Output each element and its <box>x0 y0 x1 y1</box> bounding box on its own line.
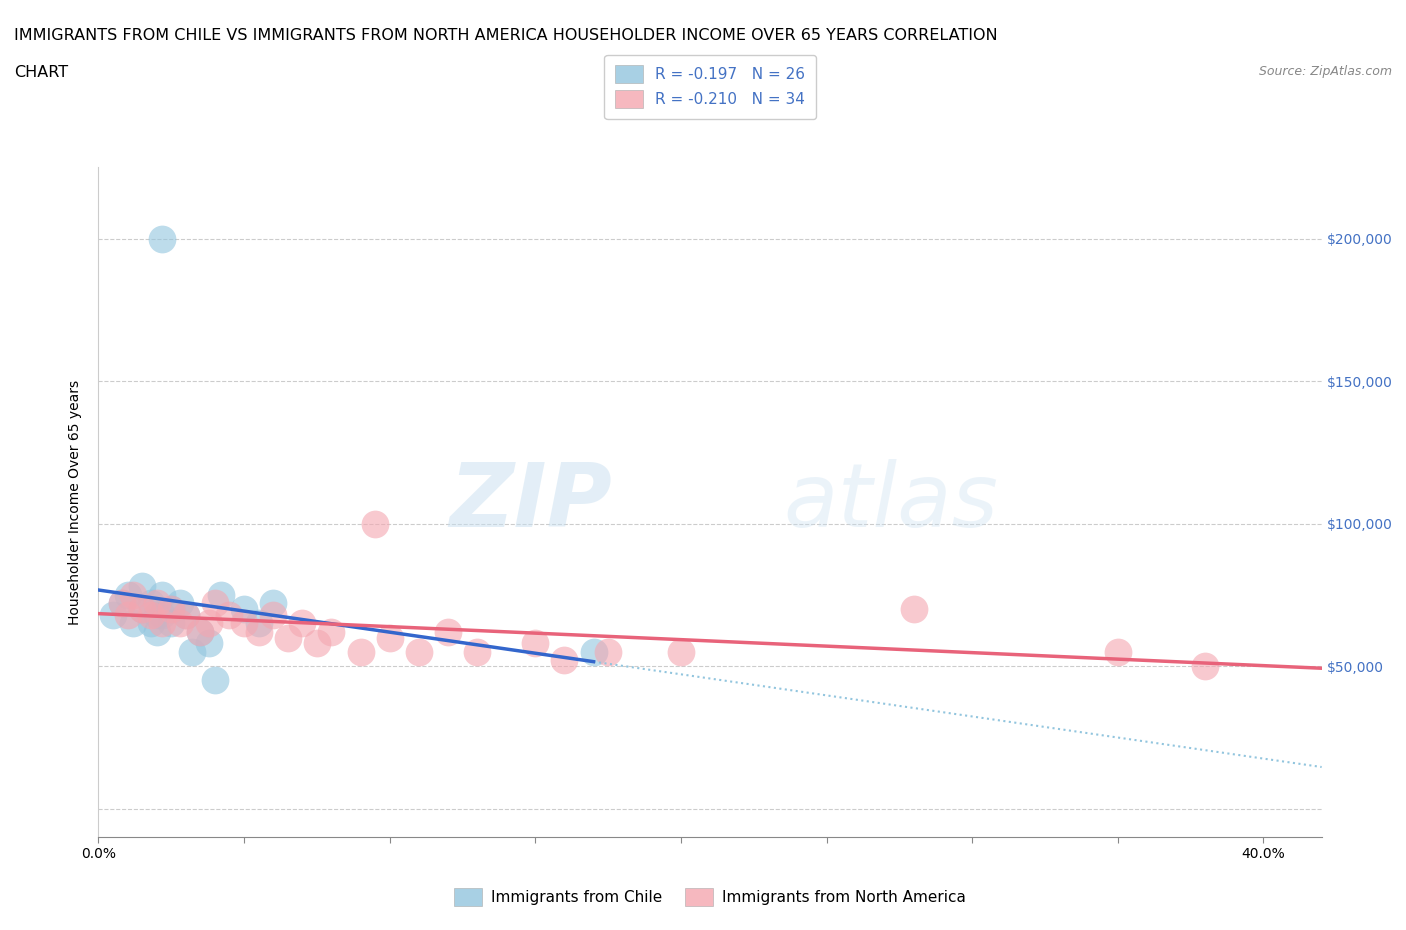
Point <box>160 602 183 617</box>
Point <box>169 596 191 611</box>
Point <box>596 644 619 659</box>
Point <box>169 616 191 631</box>
Point <box>174 607 197 622</box>
Text: CHART: CHART <box>14 65 67 80</box>
Point <box>131 602 153 617</box>
Point <box>174 607 197 622</box>
Text: Source: ZipAtlas.com: Source: ZipAtlas.com <box>1258 65 1392 78</box>
Point <box>247 616 270 631</box>
Text: ZIP: ZIP <box>450 458 612 546</box>
Point <box>198 616 221 631</box>
Point <box>188 624 212 639</box>
Point <box>262 607 284 622</box>
Point <box>111 596 134 611</box>
Point <box>160 602 183 617</box>
Point <box>152 616 174 631</box>
Point <box>233 616 256 631</box>
Point <box>465 644 488 659</box>
Point <box>349 644 371 659</box>
Point <box>582 644 605 659</box>
Point <box>145 596 167 611</box>
Point <box>139 616 162 631</box>
Point <box>145 607 167 622</box>
Point <box>117 588 139 603</box>
Point <box>233 602 256 617</box>
Point <box>152 232 174 246</box>
Point <box>152 588 174 603</box>
Point <box>524 636 547 651</box>
Point <box>204 596 226 611</box>
Point <box>204 672 226 687</box>
Point <box>139 596 162 611</box>
Point <box>364 516 387 531</box>
Point <box>122 588 145 603</box>
Point <box>117 607 139 622</box>
Point <box>262 596 284 611</box>
Point <box>131 578 153 593</box>
Point <box>209 588 232 603</box>
Point <box>218 607 240 622</box>
Point <box>277 631 299 645</box>
Point <box>111 596 134 611</box>
Point <box>122 616 145 631</box>
Point <box>131 602 153 617</box>
Point <box>553 653 575 668</box>
Point <box>198 636 221 651</box>
Point <box>378 631 401 645</box>
Point <box>669 644 692 659</box>
Point <box>291 616 314 631</box>
Y-axis label: Householder Income Over 65 years: Householder Income Over 65 years <box>69 379 83 625</box>
Point <box>408 644 430 659</box>
Point <box>1194 658 1216 673</box>
Point <box>437 624 460 639</box>
Point <box>145 624 167 639</box>
Legend: Immigrants from Chile, Immigrants from North America: Immigrants from Chile, Immigrants from N… <box>444 877 976 916</box>
Point <box>180 644 202 659</box>
Point <box>152 607 174 622</box>
Text: IMMIGRANTS FROM CHILE VS IMMIGRANTS FROM NORTH AMERICA HOUSEHOLDER INCOME OVER 6: IMMIGRANTS FROM CHILE VS IMMIGRANTS FROM… <box>14 28 998 43</box>
Point <box>321 624 343 639</box>
Text: atlas: atlas <box>783 459 998 545</box>
Point <box>247 624 270 639</box>
Point <box>903 602 925 617</box>
Point <box>305 636 328 651</box>
Point <box>1107 644 1129 659</box>
Point <box>160 616 183 631</box>
Point <box>101 607 124 622</box>
Point <box>139 607 162 622</box>
Point <box>188 624 212 639</box>
